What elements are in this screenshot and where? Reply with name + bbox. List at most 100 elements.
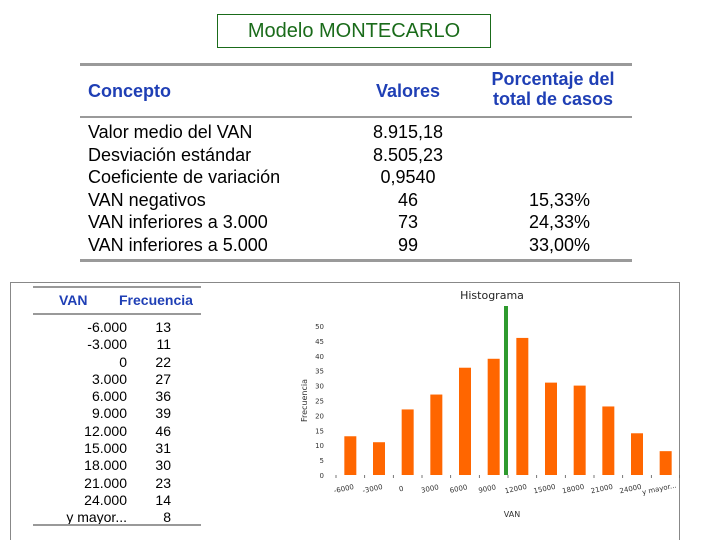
table-row: 6.000 36 [33,388,201,405]
y-tick-label: 0 [320,472,324,480]
x-axis-label: VAN [504,510,520,519]
freq-cell: 31 [155,440,171,457]
y-tick-label: 10 [315,442,324,450]
y-tick-label: 45 [315,338,324,346]
freq-cell: 22 [155,353,171,370]
table-row: -6.000 13 [33,319,201,336]
table-row: 21.000 23 [33,475,201,492]
histogram-svg: Histograma 0 5 10 15 20 25 30 35 40 45 50 Frecuencia… [300,289,680,519]
table-row: y mayor... 8 [33,509,201,526]
histogram-chart: Histograma 0 5 10 15 20 25 30 35 40 45 50 Frecuencia… [290,286,680,536]
van-cell: 24.000 [84,491,127,508]
freq-cell: 23 [155,474,171,491]
table-row: 12.000 46 [33,423,201,440]
x-tick-label: 15000 [533,483,556,495]
row-value: 8.505,23 [372,144,444,165]
row-pct: 24,33% [528,212,590,232]
table-row: 15.000 31 [33,440,201,457]
table-row: VAN negativos 46 15,33% [80,189,632,212]
freq-cell: 8 [163,509,171,526]
freq-cell: 14 [155,491,171,508]
table-bottom-rule [80,259,632,262]
freq-top-rule [33,286,201,288]
x-tick-label: 6000 [449,483,468,495]
table-header-rule [80,116,632,118]
van-cell: -3.000 [87,336,127,353]
van-cell: 18.000 [84,457,127,474]
van-cell: 9.000 [91,405,127,422]
header-porcentaje: Porcentaje del total de casos [478,69,628,109]
histogram-bar [373,442,385,475]
histogram-bar [344,436,357,475]
row-value: 73 [397,212,419,232]
summary-table: Concepto Valores Porcentaje del total de… [80,63,632,263]
y-tick-label: 35 [315,368,324,376]
row-value: 8.915,18 [372,122,444,142]
freq-rows: -6.000 13 -3.000 11 0 22 3.000 27 6.000 36 9.… [33,319,201,527]
y-tick-label: 5 [320,457,324,465]
histogram-bar [459,367,471,475]
table-row: 9.000 39 [33,405,201,422]
row-value: 0,9540 [380,167,436,187]
y-tick-label: 40 [315,353,324,361]
histogram-bar [516,337,529,475]
van-cell: 6.000 [91,388,127,405]
row-pct: 33,00% [528,234,590,255]
table-row: VAN inferiores a 5.000 99 33,00% [80,234,632,257]
row-concept: Valor medio del VAN [88,122,253,142]
histogram-bar [573,385,586,475]
y-tick-label: 20 [315,412,324,420]
table-row: 0 22 [33,354,201,371]
histogram-bar [401,409,414,475]
y-tick-label: 30 [315,383,324,391]
row-concept: VAN inferiores a 5.000 [88,234,268,255]
histogram-bar [545,382,557,475]
x-tick-label: y mayor... [641,482,677,497]
y-tick-label: 15 [315,427,324,435]
histogram-bar [631,433,643,475]
freq-cell: 46 [155,422,171,439]
van-cell: 12.000 [84,422,127,439]
table-top-rule [80,63,632,66]
freq-cell: 39 [155,405,171,422]
freq-cell: 36 [155,388,171,405]
y-axis-label: Frecuencia [300,379,309,422]
freq-cell: 13 [155,319,171,335]
summary-rows: Valor medio del VAN 8.915,18 Desviación … [80,121,632,256]
x-tick-label: 9000 [478,483,497,495]
table-row: 24.000 14 [33,492,201,509]
y-tick-label: 25 [315,398,324,406]
table-row: Coeficiente de variación 0,9540 [80,166,632,189]
table-row: -3.000 11 [33,336,201,353]
row-value: 46 [397,189,419,210]
histogram-bar [487,358,500,475]
chart-title: Histograma [460,289,524,302]
histogram-bar [430,394,443,475]
x-tick-label: 18000 [562,483,585,495]
frequency-panel-frame [10,282,680,540]
header-concepto: Concepto [88,81,171,101]
freq-header-rule [33,313,201,315]
x-tick-label: -3000 [362,483,384,495]
x-tick-label: -6000 [333,483,355,495]
x-tick-label: 21000 [590,483,613,495]
freq-cell: 27 [155,370,171,387]
table-row: 18.000 30 [33,457,201,474]
row-pct: 15,33% [528,189,590,210]
x-tick-label: 3000 [420,483,439,495]
mean-marker-line [504,306,508,475]
row-value: 99 [397,234,419,255]
header-valores: Valores [376,81,441,101]
freq-cell: 30 [155,457,171,474]
van-cell: 15.000 [84,440,127,457]
van-cell: 21.000 [84,474,127,491]
row-concept: VAN inferiores a 3.000 [88,212,268,232]
freq-cell: 11 [156,336,171,353]
van-cell: 3.000 [91,370,127,387]
x-tick-label: 12000 [504,483,527,495]
row-concept: Desviación estándar [88,144,252,165]
x-tick-label: 24000 [619,483,642,495]
y-tick-label: 50 [315,323,324,331]
frequency-table: VAN Frecuencia -6.000 13 -3.000 11 0 22 3.0… [33,286,203,526]
row-concept: VAN negativos [88,189,206,210]
